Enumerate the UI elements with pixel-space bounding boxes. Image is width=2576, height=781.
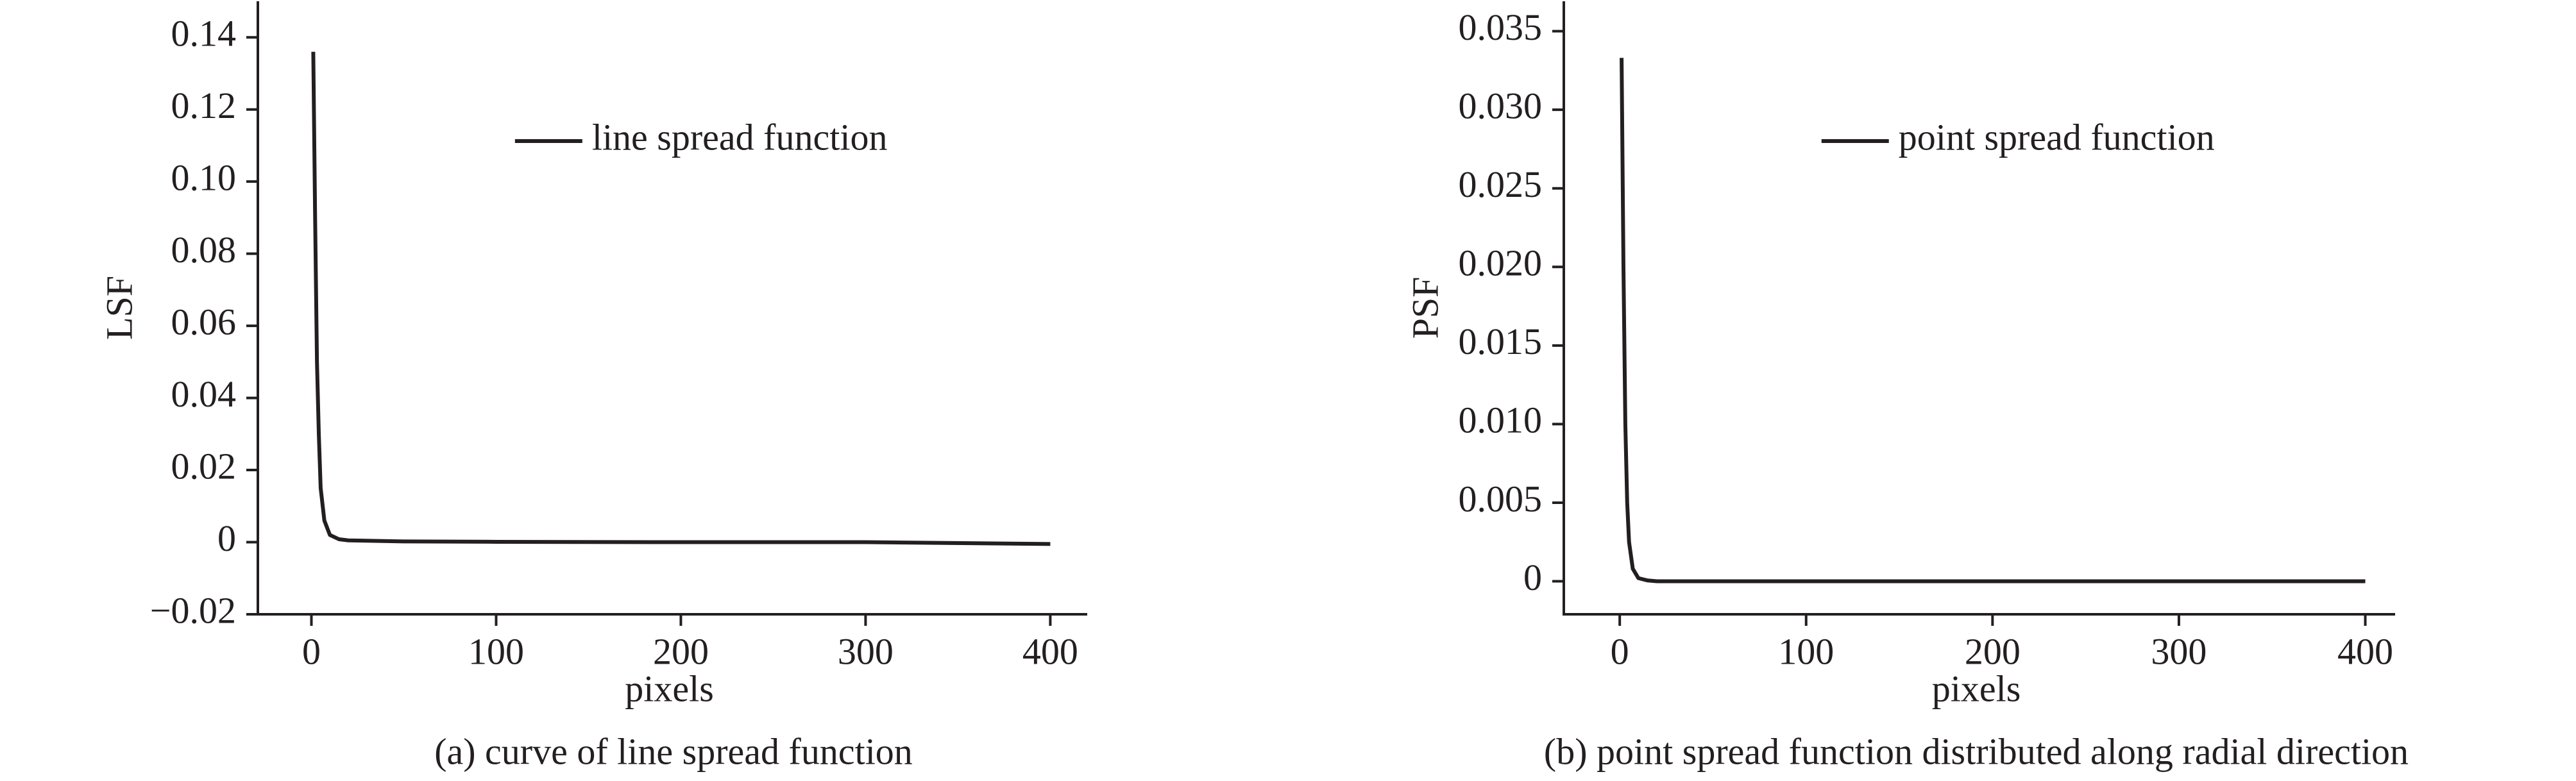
y-tick-label: 0 — [1523, 557, 1542, 598]
x-tick-label: 400 — [1022, 630, 1078, 672]
y-tick-label: 0.025 — [1459, 164, 1543, 205]
y-tick-label: 0.010 — [1459, 399, 1543, 441]
y-axis-label: PSF — [1404, 277, 1446, 339]
x-tick-label: 0 — [1611, 630, 1629, 672]
x-tick-label: 0 — [302, 630, 321, 672]
y-tick-label: 0.04 — [171, 373, 237, 415]
y-tick-label: 0.06 — [171, 301, 237, 342]
x-tick-label: 100 — [1778, 630, 1834, 672]
data-line — [311, 51, 1051, 546]
axes — [1563, 1, 2395, 616]
y-tick-label: 0.030 — [1459, 85, 1543, 126]
x-tick-label: 100 — [468, 630, 524, 672]
x-tick-label: 300 — [2151, 630, 2207, 672]
y-tick-label: 0.005 — [1459, 478, 1543, 519]
y-tick-label: −0.02 — [150, 589, 236, 631]
caption: (b) point spread function distributed al… — [1544, 730, 2409, 772]
y-tick-label: 0.14 — [171, 13, 237, 55]
y-tick-label: 0.035 — [1459, 6, 1543, 48]
x-tick-label: 300 — [838, 630, 894, 672]
y-tick-label: 0.10 — [171, 156, 237, 198]
legend-label: point spread function — [1899, 116, 2215, 158]
axes — [257, 1, 1087, 616]
x-tick-label: 200 — [1965, 630, 2021, 672]
x-tick-label: 400 — [2337, 630, 2393, 672]
data-line — [1620, 58, 2366, 584]
x-tick-label: 200 — [653, 630, 709, 672]
x-axis-label: pixels — [625, 668, 714, 709]
caption: (a) curve of line spread function — [434, 730, 913, 772]
legend-label: line spread function — [592, 116, 888, 158]
y-tick-label: 0.015 — [1459, 321, 1543, 362]
x-axis-label: pixels — [1932, 668, 2021, 709]
y-tick-label: 0.020 — [1459, 242, 1543, 284]
y-axis-label: LSF — [98, 276, 140, 340]
y-tick-label: 0.12 — [171, 85, 237, 126]
y-tick-label: 0 — [217, 517, 236, 559]
y-tick-label: 0.08 — [171, 229, 237, 271]
y-tick-label: 0.02 — [171, 445, 237, 487]
